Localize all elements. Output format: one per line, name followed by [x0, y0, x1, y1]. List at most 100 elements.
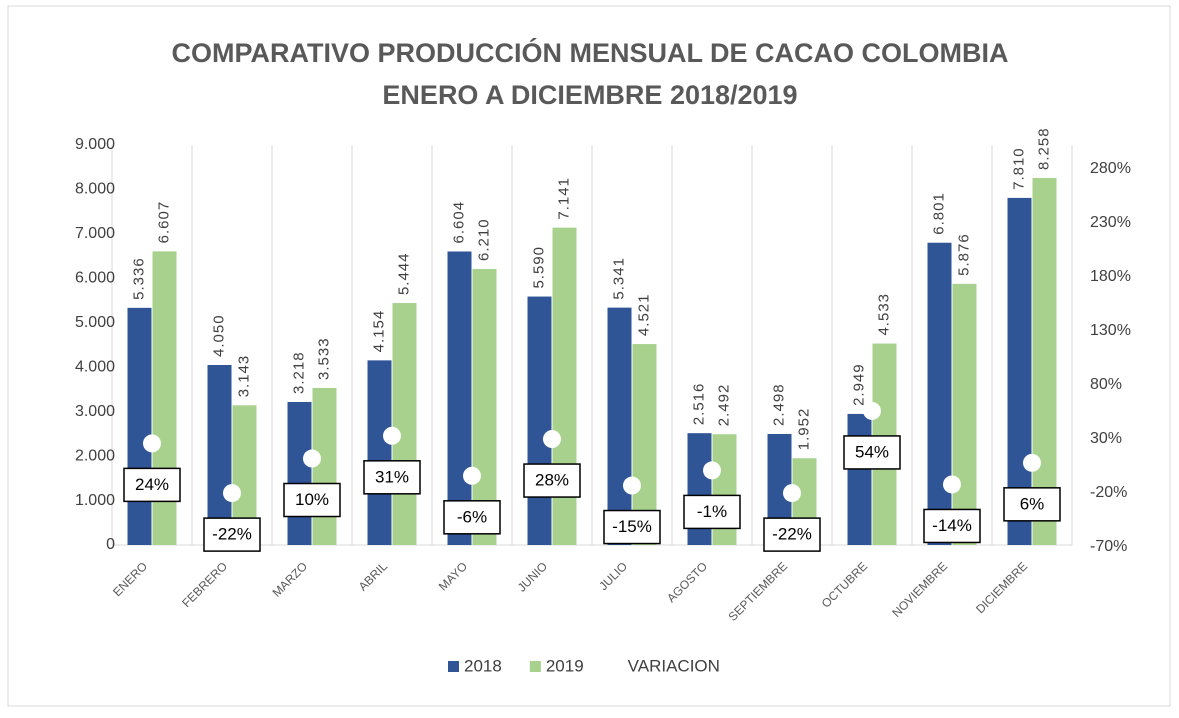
bar — [127, 307, 152, 545]
variation-label-box — [763, 517, 821, 552]
y-tick-label: 6.000 — [75, 270, 115, 287]
variation-point — [143, 434, 161, 453]
variation-label: 28% — [535, 471, 569, 490]
y2-tick-label: -20% — [1090, 484, 1127, 501]
data-label: 7.141 — [555, 177, 572, 220]
variation-label: 54% — [855, 442, 889, 461]
y2-tick-label: 180% — [1090, 268, 1131, 285]
variation-label: -1% — [697, 502, 727, 521]
data-label: 5.444 — [395, 252, 412, 295]
variation-point — [703, 461, 721, 480]
bar — [847, 413, 872, 545]
bar — [607, 307, 632, 545]
y2-tick-label: 280% — [1090, 160, 1131, 177]
variation-label: -22% — [212, 525, 252, 544]
data-label: 3.143 — [235, 355, 252, 398]
data-label: 7.810 — [1010, 147, 1027, 190]
variation-label: -22% — [772, 525, 812, 544]
variation-label-box — [363, 460, 421, 495]
y-tick-label: 8.000 — [75, 181, 115, 198]
variation-label-box — [283, 482, 341, 518]
variation-label: 6% — [1020, 494, 1045, 513]
legend-swatch — [611, 661, 623, 672]
variation-label: 31% — [375, 467, 409, 486]
variation-label-box — [683, 494, 741, 530]
variation-point — [303, 449, 321, 468]
y-tick-label: 0 — [106, 536, 115, 553]
y2-tick-label: 30% — [1090, 430, 1122, 447]
variation-label: 24% — [135, 475, 169, 494]
variation-label-box — [603, 509, 661, 545]
bar — [952, 283, 977, 545]
data-label: 2.949 — [850, 363, 867, 406]
variation-label-box — [523, 463, 581, 498]
data-label: 4.533 — [875, 293, 892, 336]
bar — [472, 269, 497, 545]
data-label: 4.521 — [635, 294, 652, 337]
data-label: 5.876 — [955, 233, 972, 276]
y2-tick-label: -70% — [1090, 538, 1127, 555]
variation-label-box — [923, 508, 981, 544]
variation-label-box — [123, 467, 181, 503]
variation-point — [783, 484, 801, 503]
bar — [1032, 177, 1057, 545]
data-label: 2.492 — [715, 384, 732, 427]
variation-label-box — [843, 435, 901, 470]
data-label: 4.050 — [210, 314, 227, 357]
legend-swatch — [529, 661, 541, 672]
variation-point — [383, 426, 401, 445]
legend-label: 2019 — [546, 656, 584, 675]
variation-point — [1023, 453, 1041, 472]
variation-label: -6% — [457, 507, 487, 526]
data-label: 6.210 — [475, 218, 492, 261]
data-label: 5.341 — [610, 257, 627, 300]
data-label: 4.154 — [370, 310, 387, 353]
bar — [527, 296, 552, 545]
bar — [927, 242, 952, 545]
y-tick-label: 7.000 — [75, 225, 115, 242]
bar — [312, 387, 337, 545]
variation-point — [463, 466, 481, 485]
variation-point — [623, 476, 641, 495]
data-label: 6.604 — [450, 201, 467, 244]
bar — [392, 303, 417, 545]
variation-label: 10% — [295, 490, 329, 509]
data-label: 2.498 — [770, 383, 787, 426]
y2-tick-label: 80% — [1090, 376, 1122, 393]
legend-swatch — [448, 661, 459, 672]
variation-label-box — [443, 500, 501, 535]
bar — [287, 401, 312, 545]
variation-point — [543, 430, 561, 449]
variation-label: -14% — [932, 516, 972, 535]
data-label: 8.258 — [1035, 127, 1052, 170]
y-tick-label: 2.000 — [75, 447, 115, 464]
data-label: 6.801 — [930, 192, 947, 235]
chart-title: COMPARATIVO PRODUCCIÓN MENSUAL DE CACAO … — [172, 37, 1009, 68]
y-tick-label: 4.000 — [75, 358, 115, 375]
data-label: 2.516 — [690, 383, 707, 426]
data-label: 5.590 — [530, 246, 547, 289]
variation-label-box — [1003, 487, 1061, 522]
data-label: 3.533 — [315, 337, 332, 380]
y-tick-label: 5.000 — [75, 314, 115, 331]
data-label: 3.218 — [290, 351, 307, 394]
y2-tick-label: 230% — [1090, 214, 1131, 231]
bar — [447, 251, 472, 545]
y-tick-label: 9.000 — [75, 136, 115, 153]
data-label: 5.336 — [130, 257, 147, 300]
y2-tick-label: 130% — [1090, 322, 1131, 339]
legend-label: 2018 — [464, 656, 502, 675]
data-label: 1.952 — [795, 408, 812, 451]
chart-subtitle: ENERO A DICIEMBRE 2018/2019 — [382, 80, 797, 110]
bar — [207, 365, 232, 545]
legend-label: VARIACION — [628, 656, 720, 675]
variation-label: -15% — [612, 517, 652, 536]
variation-point — [943, 475, 961, 494]
variation-point — [223, 484, 241, 503]
data-label: 6.607 — [155, 201, 172, 244]
y-tick-label: 1.000 — [75, 492, 115, 509]
variation-point — [863, 401, 881, 420]
bar — [367, 360, 392, 545]
y-tick-label: 3.000 — [75, 403, 115, 420]
